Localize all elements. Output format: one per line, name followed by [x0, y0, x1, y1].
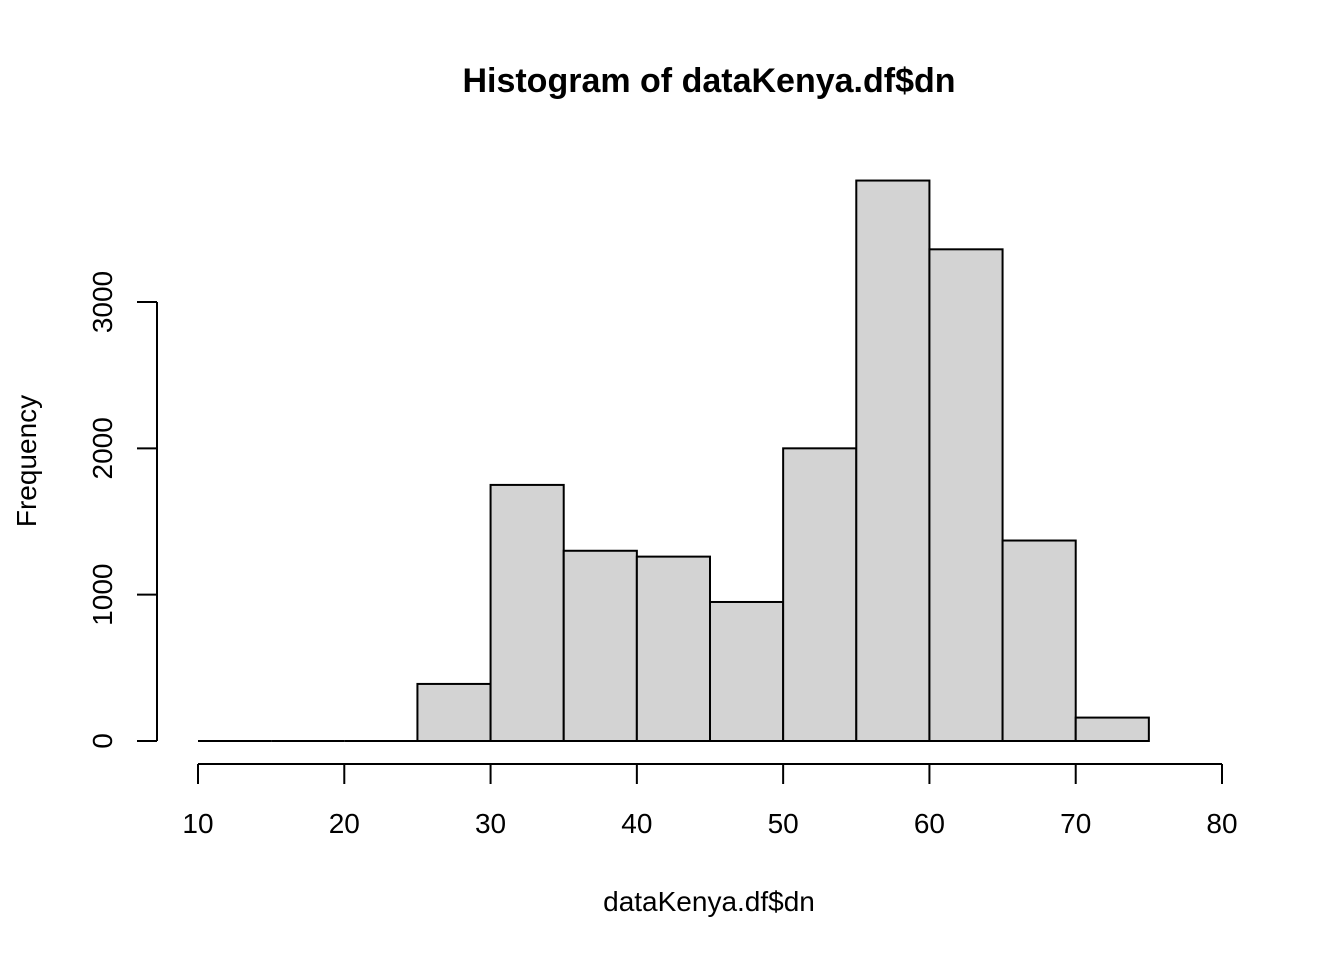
x-tick-label-4: 50 [768, 808, 799, 839]
y-tick-label-2: 2000 [87, 417, 118, 479]
chart-title: Histogram of dataKenya.df$dn [462, 62, 955, 100]
histogram-bar-6 [635, 555, 711, 742]
bars-group [198, 179, 1150, 743]
y-tick-label-3: 3000 [87, 271, 118, 333]
x-tick-label-0: 10 [182, 808, 213, 839]
y-tick-label-0: 0 [87, 733, 118, 749]
histogram-bar-7 [709, 600, 785, 742]
y-axis-label: Frequency [11, 395, 42, 527]
x-tick-label-7: 80 [1206, 808, 1237, 839]
histogram-bar-8 [782, 447, 858, 742]
histogram-bar-11 [1001, 539, 1077, 742]
x-axis-label: dataKenya.df$dn [603, 886, 815, 917]
histogram-bar-12 [1074, 716, 1150, 743]
x-tick-label-2: 30 [475, 808, 506, 839]
x-tick-label-3: 40 [621, 808, 652, 839]
histogram-bar-9 [855, 179, 931, 742]
x-tick-label-6: 70 [1060, 808, 1091, 839]
histogram-bar-3 [416, 682, 492, 742]
y-axis: 0 1000 2000 3000 [87, 271, 158, 749]
histogram-bar-5 [562, 549, 638, 742]
histogram-bar-10 [928, 248, 1004, 742]
y-tick-label-1: 1000 [87, 564, 118, 626]
x-tick-label-5: 60 [914, 808, 945, 839]
histogram-bar-4 [489, 483, 565, 742]
x-tick-label-1: 20 [329, 808, 360, 839]
x-axis: 10 20 30 40 50 60 70 80 [182, 763, 1238, 839]
